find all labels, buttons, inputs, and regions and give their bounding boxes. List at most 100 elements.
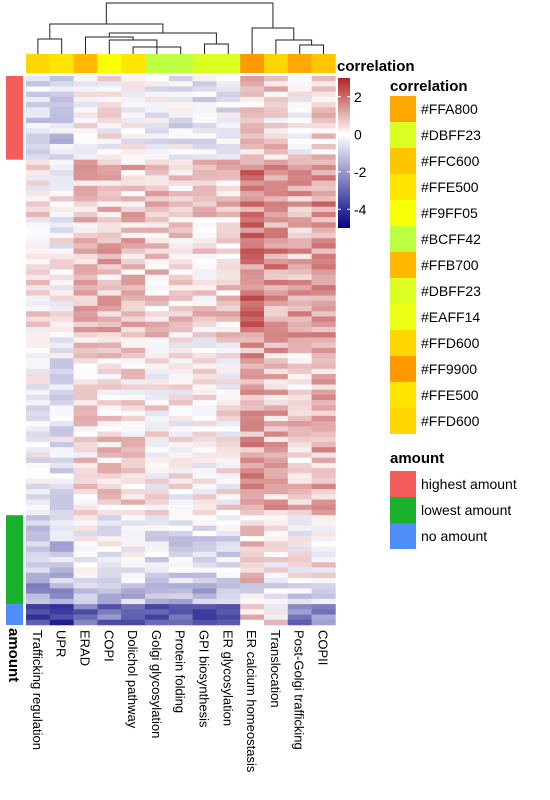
- heatmap-cell: [216, 326, 241, 333]
- heatmap-cell: [168, 530, 193, 537]
- heatmap-cell: [264, 306, 289, 312]
- heatmap-cell: [145, 468, 170, 474]
- heatmap-cell: [192, 583, 217, 589]
- scale-tick-label: 2: [354, 89, 362, 105]
- heatmap-cell: [145, 604, 170, 610]
- heatmap-cell: [121, 567, 146, 574]
- heatmap-cell: [264, 436, 289, 443]
- heatmap-cell: [121, 243, 146, 249]
- heatmap-cell: [311, 264, 336, 270]
- heatmap-cell: [311, 583, 336, 589]
- heatmap-cell: [73, 128, 98, 134]
- column-annotation-cell: [145, 54, 170, 73]
- heatmap-cell: [97, 96, 122, 103]
- heatmap-cell: [145, 285, 170, 291]
- heatmap-cell: [26, 400, 51, 406]
- heatmap-cell: [287, 598, 312, 605]
- scale-tick-label: -2: [354, 164, 367, 180]
- amount-legend-label: no amount: [421, 528, 487, 544]
- heatmap-cell: [121, 431, 146, 438]
- heatmap-cell: [97, 123, 122, 129]
- heatmap-cell: [311, 442, 336, 448]
- heatmap-cell: [26, 494, 51, 500]
- heatmap-cell: [145, 159, 170, 166]
- heatmap-cell: [26, 363, 51, 370]
- heatmap-cell: [97, 457, 122, 464]
- heatmap-cell: [73, 536, 98, 542]
- heatmap-cell: [49, 123, 74, 129]
- heatmap-cell: [311, 389, 336, 396]
- heatmap-cell: [145, 196, 170, 202]
- heatmap-cell: [26, 368, 51, 375]
- heatmap-cell: [168, 588, 193, 594]
- heatmap-cell: [145, 326, 170, 333]
- heatmap-cell: [311, 201, 336, 208]
- heatmap-cell: [216, 332, 241, 338]
- heatmap-cell: [73, 389, 98, 396]
- correlation-legend-swatch: [390, 96, 416, 122]
- heatmap-cell: [26, 598, 51, 605]
- heatmap-cell: [168, 264, 193, 270]
- heatmap-cell: [97, 311, 122, 317]
- heatmap-cell: [73, 363, 98, 370]
- heatmap-cell: [145, 243, 170, 249]
- heatmap-cell: [145, 107, 170, 113]
- heatmap-cell: [311, 536, 336, 542]
- heatmap-cell: [287, 206, 312, 213]
- heatmap-cell: [216, 279, 241, 286]
- heatmap-cell: [26, 588, 51, 594]
- heatmap-cell: [168, 577, 193, 584]
- amount-legend-title: amount: [390, 450, 444, 467]
- heatmap-cell: [192, 321, 217, 328]
- heatmap-cell: [240, 316, 265, 323]
- heatmap-cell: [240, 196, 265, 202]
- heatmap-cell: [264, 206, 289, 213]
- heatmap-cell: [287, 326, 312, 333]
- heatmap-cell: [121, 269, 146, 275]
- heatmap-cell: [145, 211, 170, 218]
- heatmap-cell: [311, 337, 336, 343]
- heatmap-cell: [192, 536, 217, 542]
- heatmap-cell: [145, 353, 170, 359]
- heatmap-cell: [145, 191, 170, 197]
- heatmap-cell: [192, 243, 217, 249]
- heatmap-cell: [49, 154, 74, 160]
- heatmap-cell: [192, 541, 217, 547]
- heatmap-cell: [49, 478, 74, 485]
- heatmap-cell: [216, 562, 241, 568]
- heatmap-cell: [121, 572, 146, 579]
- heatmap-cell: [97, 363, 122, 370]
- heatmap-cell: [240, 499, 265, 506]
- heatmap-cell: [49, 614, 74, 621]
- heatmap-cell: [192, 306, 217, 312]
- heatmap-cell: [264, 143, 289, 150]
- heatmap-cell: [73, 368, 98, 375]
- heatmap-cell: [311, 374, 336, 380]
- heatmap-cell: [73, 149, 98, 155]
- heatmap-cell: [192, 170, 217, 176]
- heatmap-cell: [240, 285, 265, 291]
- heatmap-cell: [240, 332, 265, 338]
- column-label: GPI biosynthesis: [197, 630, 212, 728]
- heatmap-cell: [264, 326, 289, 333]
- heatmap-cell: [145, 431, 170, 438]
- heatmap-cell: [192, 326, 217, 333]
- heatmap-cell: [240, 588, 265, 594]
- heatmap-cell: [240, 248, 265, 255]
- heatmap-cell: [145, 389, 170, 396]
- heatmap-cell: [168, 311, 193, 317]
- heatmap-cell: [168, 520, 193, 526]
- correlation-legend-heading: correlation: [390, 78, 468, 95]
- heatmap-cell: [97, 577, 122, 584]
- heatmap-cell: [97, 316, 122, 323]
- heatmap-cell: [311, 368, 336, 375]
- heatmap-cell: [240, 170, 265, 176]
- heatmap-cell: [216, 536, 241, 542]
- heatmap-cell: [311, 478, 336, 485]
- heatmap-cell: [311, 614, 336, 621]
- heatmap-cell: [216, 107, 241, 113]
- heatmap-cell: [240, 164, 265, 171]
- heatmap-cell: [216, 389, 241, 396]
- heatmap-cell: [26, 358, 51, 364]
- heatmap-cell: [264, 504, 289, 511]
